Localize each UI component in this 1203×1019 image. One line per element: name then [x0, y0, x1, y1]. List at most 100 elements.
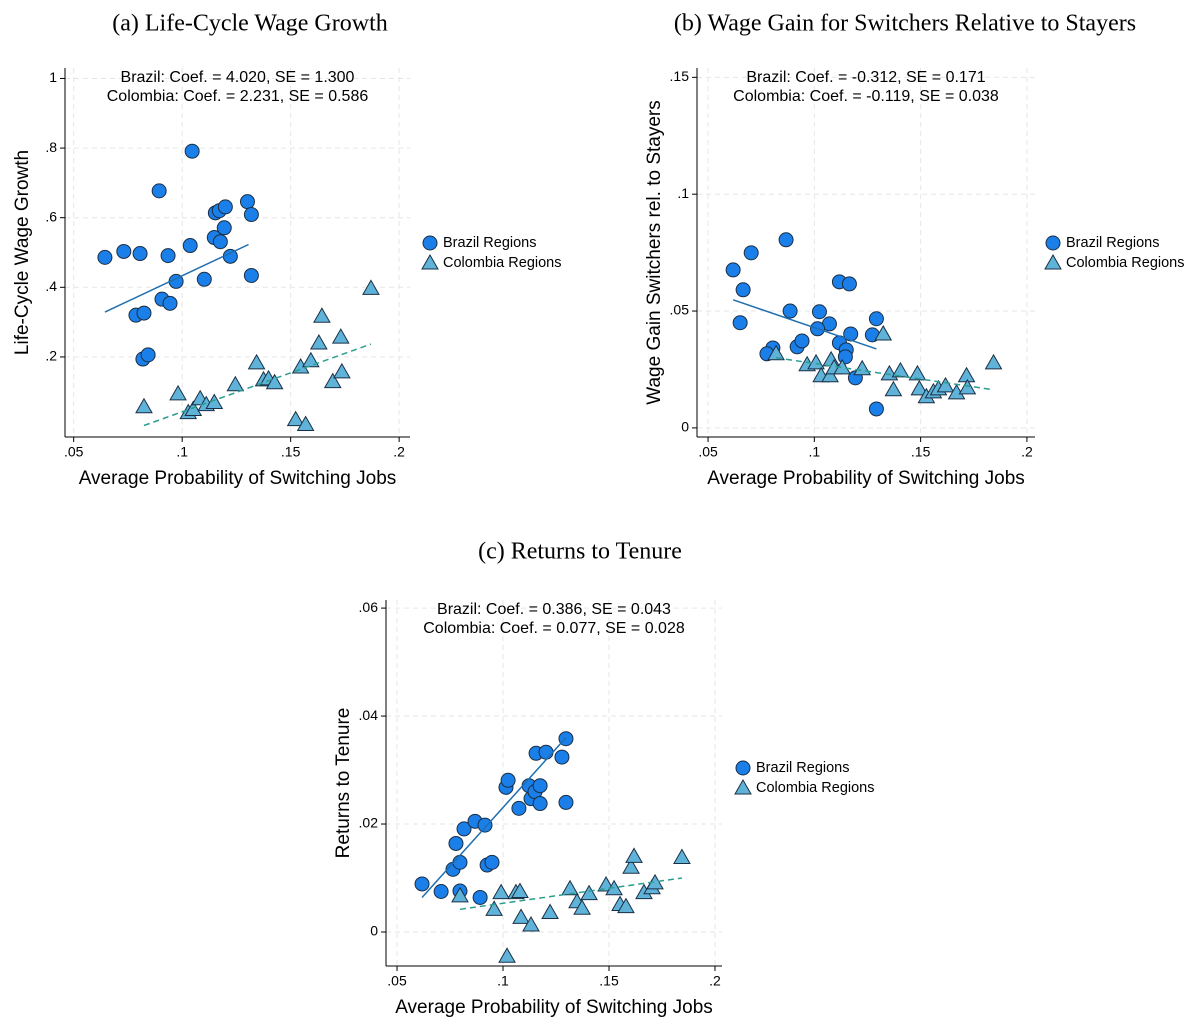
marker-triangle: [512, 908, 530, 924]
y-axis-label: Life-Cycle Wage Growth: [12, 150, 33, 355]
y-axis-label: Wage Gain Switchers rel. to Stayers: [644, 100, 665, 404]
marker-triangle: [673, 848, 691, 864]
legend-label: Brazil Regions: [443, 235, 537, 251]
y-tick-label: 0: [681, 419, 689, 435]
marker-circle: [1045, 235, 1061, 251]
marker-triangle: [485, 900, 503, 916]
marker-triangle: [561, 879, 579, 896]
marker-circle: [868, 311, 884, 327]
legend-label: Colombia Regions: [756, 780, 874, 796]
x-tick-label: .15: [911, 444, 931, 460]
marker-triangle: [296, 415, 315, 431]
marker-circle: [196, 271, 212, 287]
marker-circle: [160, 248, 176, 264]
marker-triangle: [323, 372, 342, 389]
legend-label: Brazil Regions: [756, 760, 850, 776]
annotation: Brazil: Coef. = -0.312, SE = 0.171: [746, 69, 985, 86]
marker-triangle: [492, 883, 510, 900]
y-tick-label: .04: [359, 707, 379, 723]
marker-circle: [456, 821, 472, 837]
marker-circle: [735, 282, 751, 298]
panel-title: (c) Returns to Tenure: [478, 539, 682, 565]
x-tick-label: .1: [497, 973, 509, 989]
marker-circle: [500, 772, 516, 788]
marker-circle: [732, 315, 748, 331]
marker-circle: [554, 749, 570, 765]
y-tick-label: 0: [370, 923, 378, 939]
marker-circle: [239, 194, 255, 210]
marker-triangle: [617, 897, 635, 914]
marker-circle: [484, 854, 500, 870]
y-tick-label: .15: [670, 68, 690, 84]
y-tick-label: .4: [45, 278, 57, 294]
legend-label: Colombia Regions: [1066, 255, 1184, 271]
marker-triangle: [884, 380, 903, 397]
marker-triangle: [498, 947, 516, 963]
marker-triangle: [874, 324, 893, 341]
y-axis-label: Returns to Tenure: [333, 708, 354, 859]
marker-triangle: [580, 884, 598, 901]
marker-triangle: [958, 378, 977, 395]
marker-circle: [414, 876, 430, 892]
annotation: Brazil: Coef. = 0.386, SE = 0.043: [437, 601, 671, 618]
x-tick-label: .1: [176, 444, 188, 460]
marker-circle: [532, 796, 548, 812]
marker-circle: [837, 349, 853, 365]
x-tick-label: .1: [808, 444, 820, 460]
marker-circle: [217, 199, 233, 215]
marker-circle: [132, 246, 148, 262]
marker-circle: [162, 295, 178, 311]
marker-circle: [843, 326, 859, 342]
marker-triangle: [622, 858, 640, 874]
marker-triangle: [910, 379, 929, 396]
x-axis-label: Average Probability of Switching Jobs: [79, 468, 397, 489]
marker-circle: [151, 183, 167, 199]
marker-circle: [140, 347, 156, 363]
panel-title: (a) Life-Cycle Wage Growth: [112, 11, 388, 37]
marker-circle: [811, 304, 827, 320]
x-tick-label: .15: [599, 973, 619, 989]
marker-circle: [212, 234, 228, 250]
x-axis-label: Average Probability of Switching Jobs: [395, 997, 713, 1018]
marker-circle: [243, 267, 259, 283]
marker-triangle: [310, 334, 328, 350]
marker-triangle: [333, 362, 351, 379]
marker-triangle: [362, 279, 380, 295]
marker-circle: [216, 220, 232, 236]
x-tick-label: .05: [387, 973, 407, 989]
marker-triangle: [226, 375, 245, 392]
marker-triangle: [286, 410, 305, 427]
y-tick-label: .8: [45, 139, 57, 155]
marker-triangle: [891, 361, 910, 378]
marker-circle: [116, 243, 132, 259]
annotation: Brazil: Coef. = 4.020, SE = 1.300: [121, 69, 355, 86]
marker-circle: [433, 884, 449, 900]
marker-circle: [452, 854, 468, 870]
fit-line: [775, 357, 994, 391]
x-tick-label: .05: [64, 444, 84, 460]
x-tick-label: .05: [698, 444, 718, 460]
x-axis-label: Average Probability of Switching Jobs: [707, 468, 1025, 489]
marker-triangle: [936, 376, 955, 393]
panel-title: (b) Wage Gain for Switchers Relative to …: [674, 11, 1136, 37]
marker-circle: [558, 794, 574, 810]
marker-circle: [511, 800, 527, 816]
marker-triangle: [301, 351, 320, 368]
marker-triangle: [421, 253, 439, 270]
marker-circle: [782, 303, 798, 319]
marker-triangle: [984, 353, 1003, 370]
marker-triangle: [807, 353, 825, 370]
marker-circle: [735, 760, 751, 776]
marker-circle: [538, 744, 554, 760]
legend-label: Colombia Regions: [443, 255, 561, 271]
marker-triangle: [451, 886, 469, 903]
annotation: Colombia: Coef. = -0.119, SE = 0.038: [733, 88, 999, 105]
marker-triangle: [908, 364, 927, 381]
marker-circle: [868, 401, 884, 417]
legend-label: Brazil Regions: [1066, 235, 1160, 251]
y-tick-label: .6: [45, 208, 57, 224]
marker-circle: [794, 333, 810, 349]
marker-circle: [477, 817, 493, 833]
marker-triangle: [169, 384, 187, 401]
